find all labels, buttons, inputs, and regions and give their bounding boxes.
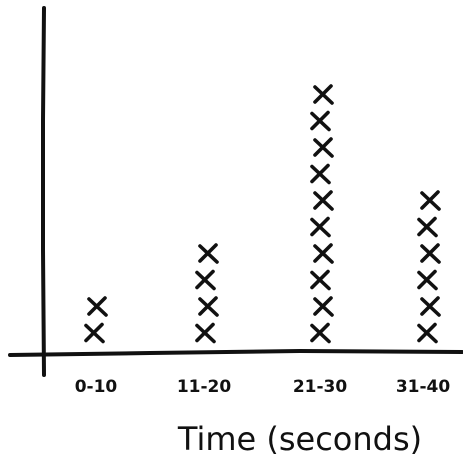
x-mark-21-30-9 <box>310 110 331 132</box>
x-mark-21-30-7 <box>310 163 331 185</box>
x-mark-21-30-2 <box>313 296 334 317</box>
x-mark-31-40-2 <box>420 296 441 317</box>
x-mark-31-40-6 <box>420 190 441 211</box>
x-axis-title: Time (seconds) <box>177 420 422 458</box>
x-mark-31-40-1 <box>417 322 438 344</box>
x-mark-21-30-1 <box>310 322 331 344</box>
data-marks <box>84 84 441 344</box>
x-mark-21-30-8 <box>313 137 334 158</box>
x-mark-0-10-2 <box>87 296 108 317</box>
x-mark-31-40-3 <box>417 269 438 291</box>
x-tick-label-31-40: 31-40 <box>396 377 451 397</box>
x-tick-label-21-30: 21-30 <box>293 377 348 397</box>
x-mark-21-30-3 <box>310 269 331 291</box>
x-mark-11-20-1 <box>195 322 216 344</box>
x-tick-label-11-20: 11-20 <box>177 377 232 397</box>
x-mark-31-40-4 <box>420 243 441 264</box>
x-mark-11-20-2 <box>198 296 219 317</box>
x-axis-line <box>8 348 463 357</box>
x-mark-21-30-6 <box>313 190 334 211</box>
x-tick-labels: 0-10 11-20 21-30 31-40 <box>75 377 451 397</box>
x-mark-21-30-4 <box>313 243 334 264</box>
y-axis-line <box>41 6 46 377</box>
x-mark-31-40-5 <box>417 216 438 238</box>
x-mark-21-30-5 <box>310 216 331 238</box>
x-mark-21-30-10 <box>313 84 334 105</box>
x-mark-11-20-3 <box>195 269 216 291</box>
x-tick-label-0-10: 0-10 <box>75 377 118 397</box>
x-mark-11-20-4 <box>198 243 219 264</box>
x-mark-0-10-1 <box>84 322 105 344</box>
